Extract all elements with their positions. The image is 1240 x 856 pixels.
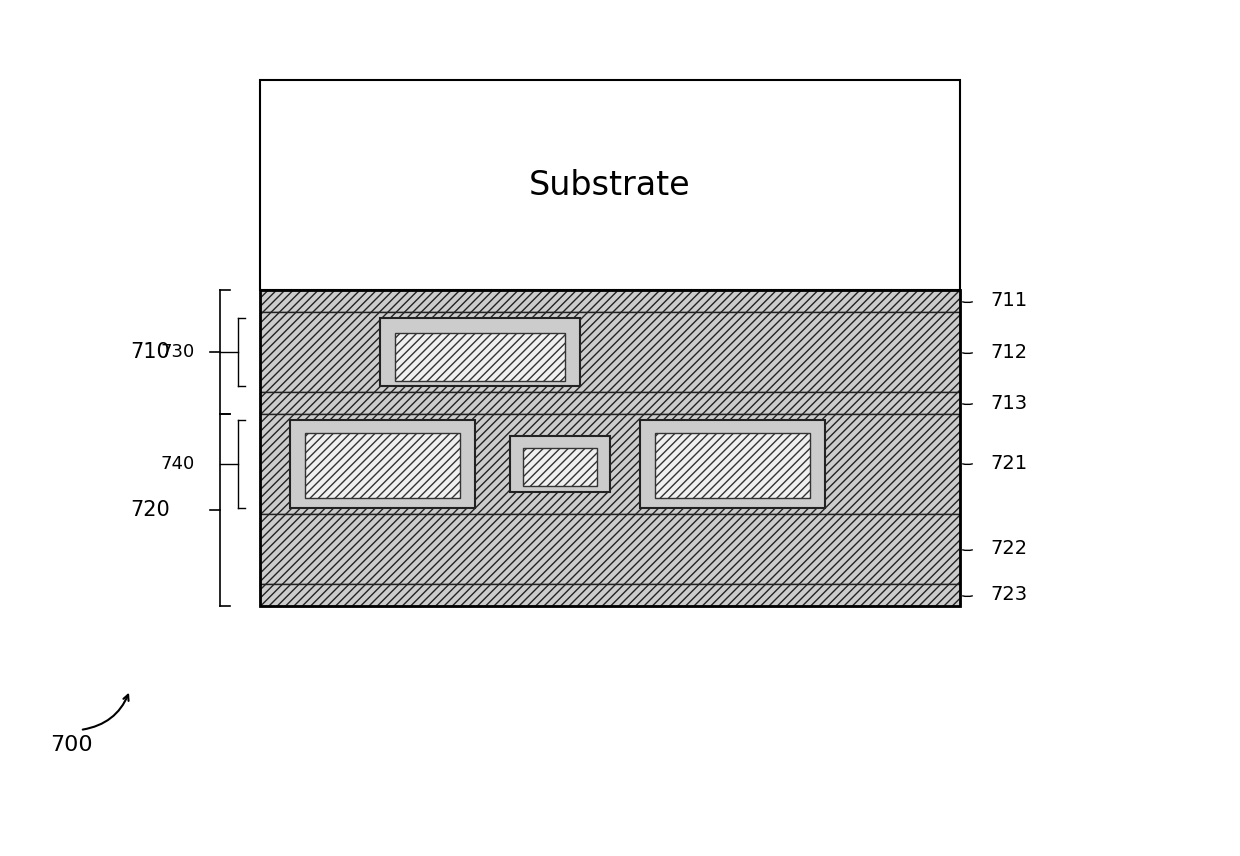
Bar [379,318,580,386]
Text: 722: 722 [990,539,1027,558]
Text: 723: 723 [990,586,1027,604]
Text: Substrate: Substrate [529,169,691,201]
Bar [260,290,960,312]
Bar [260,514,960,584]
Bar [260,80,960,290]
Text: 730: 730 [161,343,195,361]
Text: 711: 711 [990,292,1027,311]
Bar [655,433,810,498]
Text: 700: 700 [50,735,93,755]
Bar [523,448,596,486]
Bar [260,312,960,392]
Text: 712: 712 [990,342,1027,361]
Text: 740: 740 [161,455,195,473]
Bar [305,433,460,498]
Bar [260,392,960,414]
Bar [260,290,960,606]
Bar [260,584,960,606]
Bar [260,414,960,514]
Text: 710: 710 [130,342,170,362]
Bar [510,436,610,492]
Text: 721: 721 [990,454,1027,473]
Text: 720: 720 [130,500,170,520]
Text: 713: 713 [990,394,1027,413]
Bar [396,333,565,381]
Bar [290,420,475,508]
Bar [640,420,825,508]
